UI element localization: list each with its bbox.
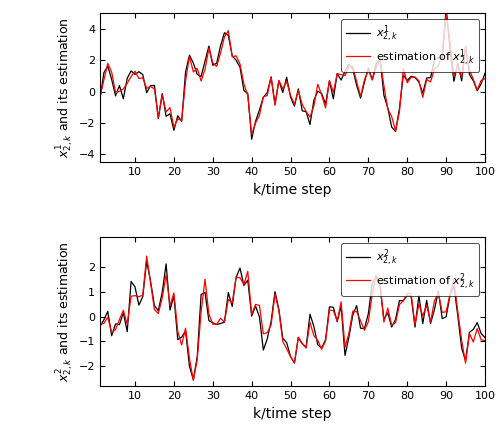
$x^2_{2,k}$ (482, 335, 488, 340)
estimation of $x^2_{2,k}$ (482, 338, 488, 343)
Line: estimation of $x^1_{2,k}$: estimation of $x^1_{2,k}$ (100, 14, 485, 134)
estimation of $x^1_{2,k}$ (248, 132, 254, 137)
estimation of $x^2_{2,k}$ (334, 319, 340, 324)
$x^2_{2,k}$ (334, 319, 340, 324)
Line: $x^1_{2,k}$: $x^1_{2,k}$ (100, 8, 485, 139)
estimation of $x^1_{2,k}$ (299, 102, 305, 107)
$x^1_{2,k}$ (248, 137, 254, 142)
$x^2_{2,k}$ (470, 327, 476, 332)
estimation of $x^2_{2,k}$ (470, 339, 476, 345)
Line: $x^2_{2,k}$: $x^2_{2,k}$ (100, 261, 485, 380)
$x^1_{2,k}$ (330, 96, 336, 102)
estimation of $x^2_{2,k}$ (194, 357, 200, 362)
$x^1_{2,k}$ (171, 128, 177, 133)
$x^2_{2,k}$ (194, 354, 200, 359)
$x^2_{2,k}$ (190, 377, 196, 382)
estimation of $x^1_{2,k}$ (330, 90, 336, 95)
estimation of $x^1_{2,k}$ (470, 77, 476, 82)
estimation of $x^1_{2,k}$ (443, 11, 449, 16)
Y-axis label: $x^2_{2,k}$ and its estimation: $x^2_{2,k}$ and its estimation (54, 241, 76, 382)
estimation of $x^1_{2,k}$ (97, 95, 103, 100)
$x^1_{2,k}$ (186, 53, 192, 58)
$x^2_{2,k}$ (303, 345, 309, 350)
estimation of $x^2_{2,k}$ (458, 338, 464, 343)
$x^2_{2,k}$ (144, 259, 150, 264)
estimation of $x^2_{2,k}$ (175, 329, 181, 334)
Y-axis label: $x^1_{2,k}$ and its estimation: $x^1_{2,k}$ and its estimation (54, 17, 76, 158)
$x^2_{2,k}$ (458, 345, 464, 351)
estimation of $x^1_{2,k}$ (482, 76, 488, 81)
$x^1_{2,k}$ (97, 96, 103, 102)
estimation of $x^1_{2,k}$ (458, 75, 464, 80)
$x^1_{2,k}$ (470, 78, 476, 83)
$x^1_{2,k}$ (443, 5, 449, 10)
estimation of $x^1_{2,k}$ (186, 54, 192, 59)
estimation of $x^2_{2,k}$ (144, 253, 150, 259)
$x^1_{2,k}$ (482, 71, 488, 76)
$x^1_{2,k}$ (299, 108, 305, 113)
Legend: $x^2_{2,k}$, estimation of $x^2_{2,k}$: $x^2_{2,k}$, estimation of $x^2_{2,k}$ (342, 243, 479, 296)
estimation of $x^2_{2,k}$ (97, 322, 103, 327)
X-axis label: k/time step: k/time step (254, 183, 332, 197)
$x^2_{2,k}$ (97, 324, 103, 329)
Line: estimation of $x^2_{2,k}$: estimation of $x^2_{2,k}$ (100, 256, 485, 380)
$x^1_{2,k}$ (458, 78, 464, 83)
Legend: $x^1_{2,k}$, estimation of $x^1_{2,k}$: $x^1_{2,k}$, estimation of $x^1_{2,k}$ (342, 19, 479, 72)
estimation of $x^2_{2,k}$ (303, 345, 309, 351)
X-axis label: k/time step: k/time step (254, 407, 332, 421)
estimation of $x^2_{2,k}$ (190, 378, 196, 383)
estimation of $x^1_{2,k}$ (171, 125, 177, 130)
$x^2_{2,k}$ (175, 337, 181, 342)
